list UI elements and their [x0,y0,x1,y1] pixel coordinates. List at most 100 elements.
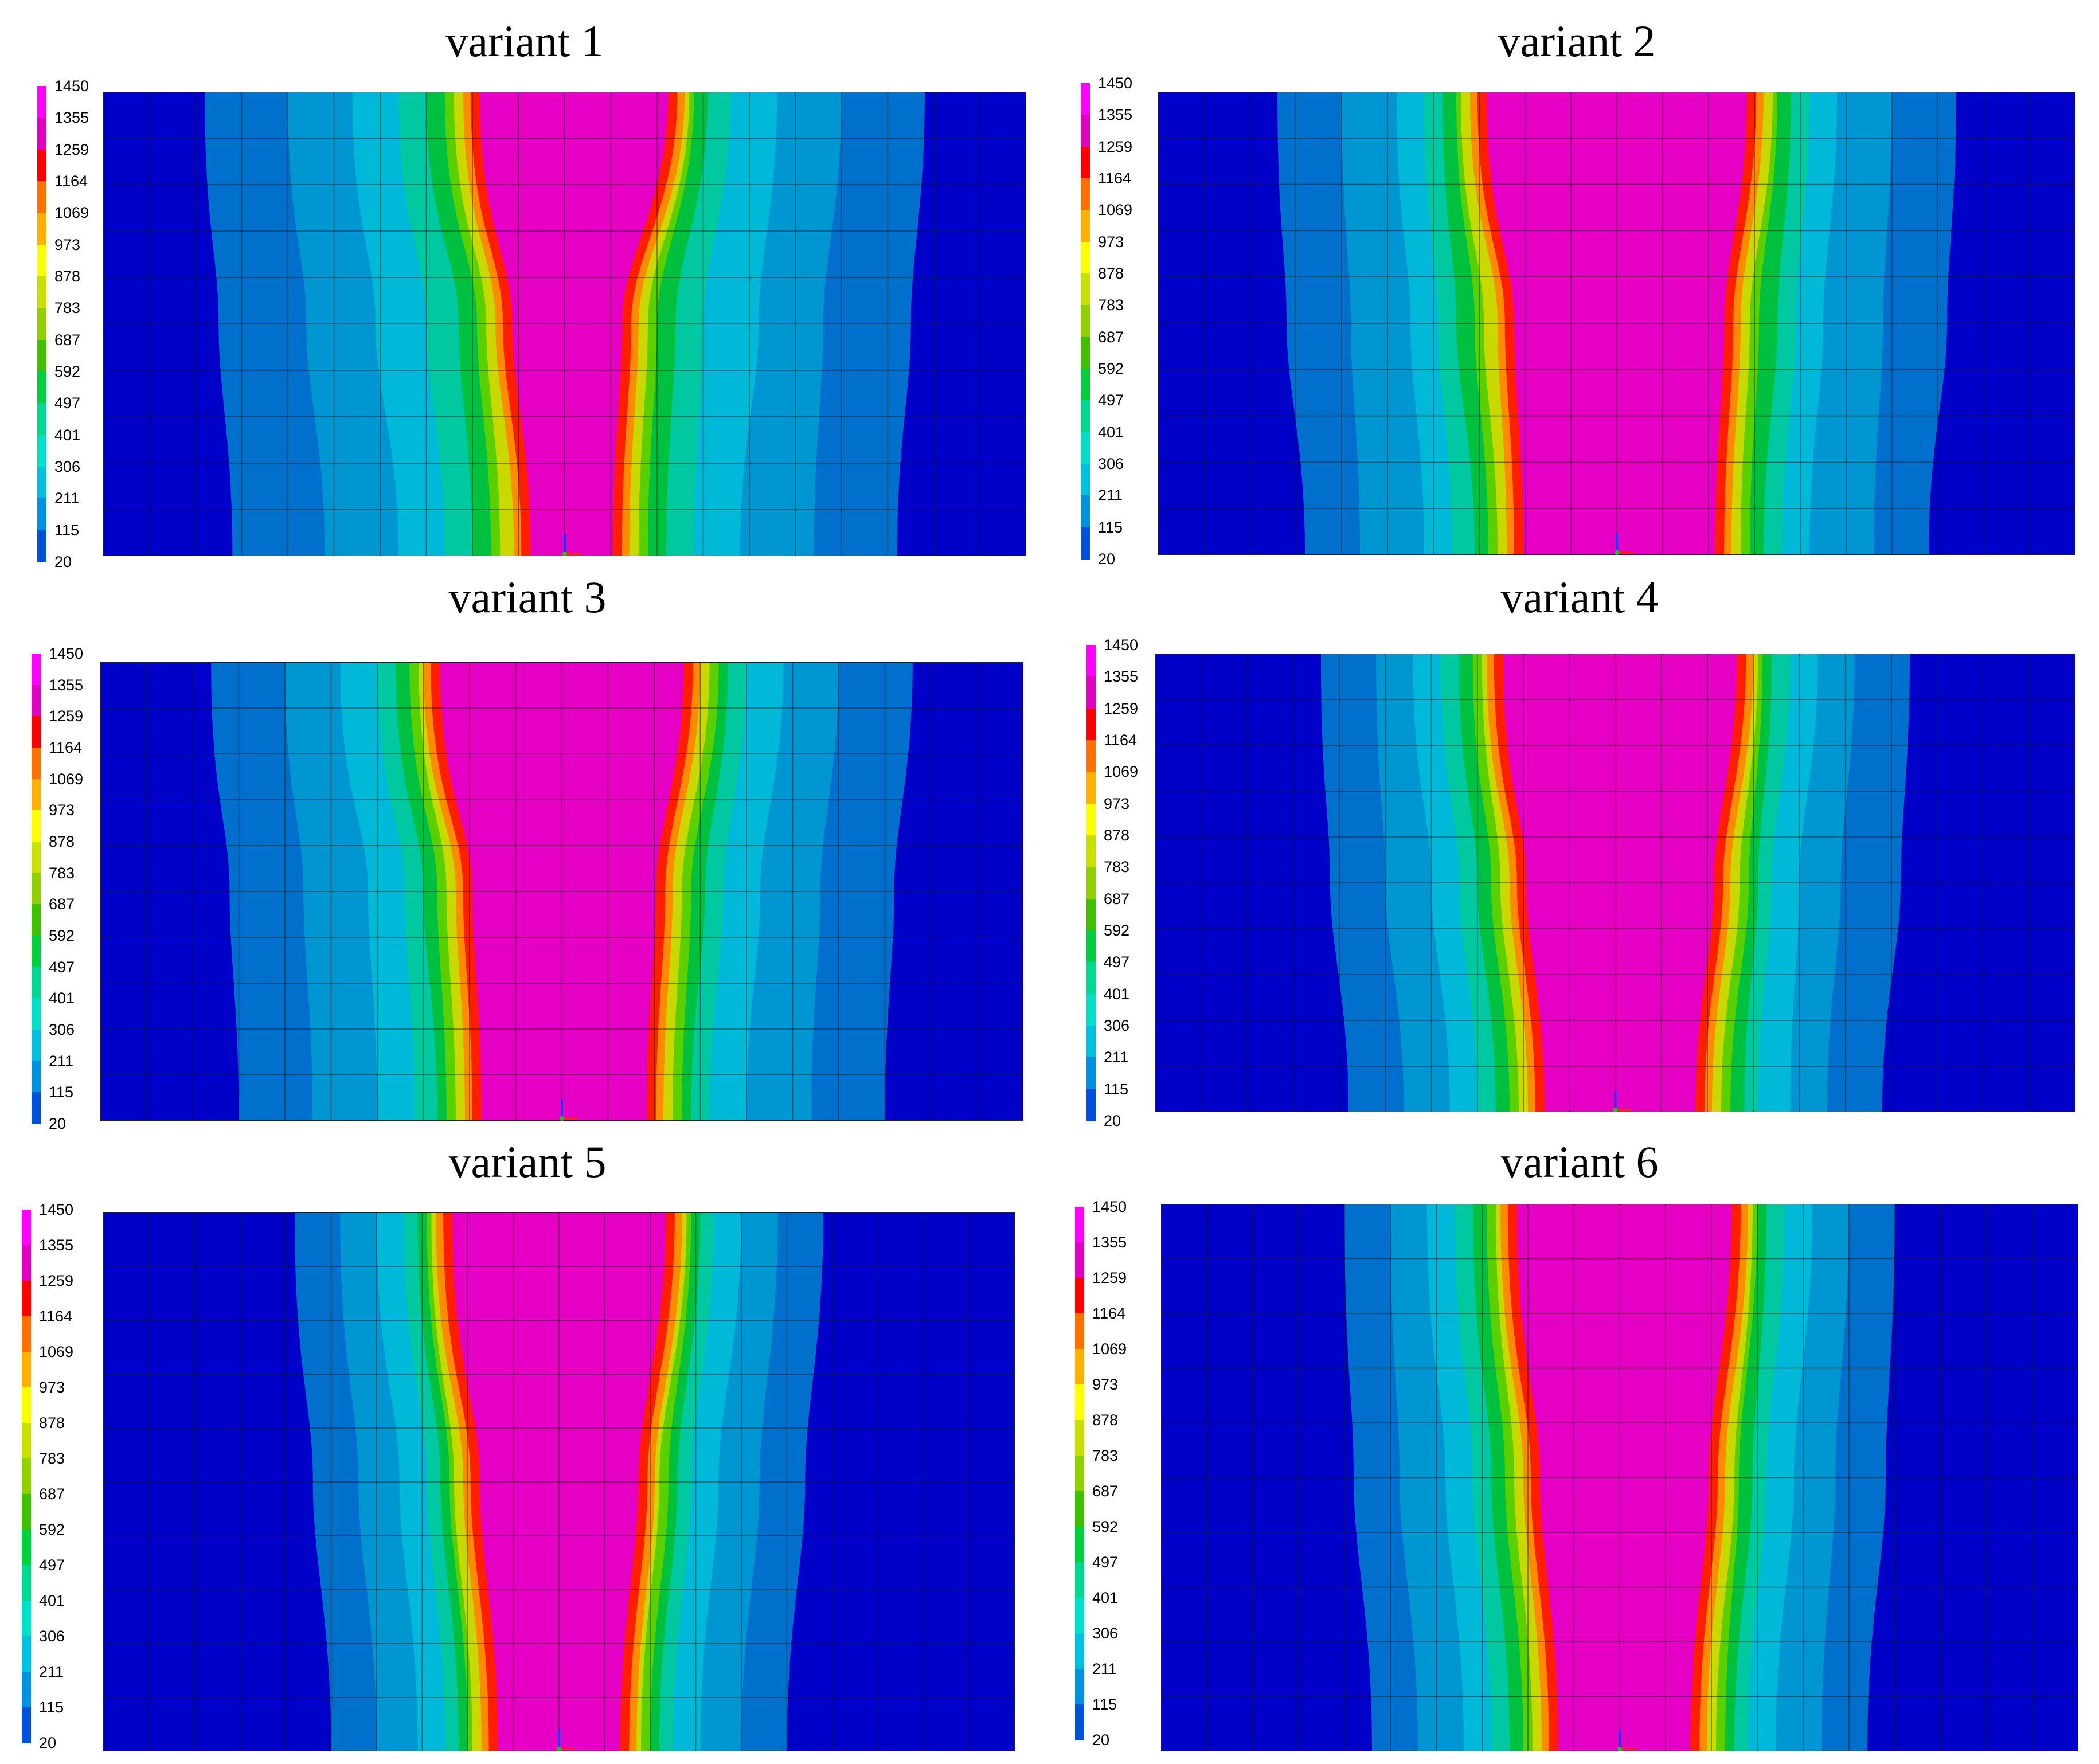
legend-swatch [22,1601,31,1637]
legend-swatch [37,403,46,436]
legend-label: 1069 [54,204,89,222]
legend-swatch [22,1458,31,1495]
legend-label: 401 [49,989,75,1007]
legend-label: 783 [1098,296,1124,314]
legend-label: 401 [1104,985,1130,1003]
axis-triad-icon [557,1730,575,1751]
legend-label: 1259 [39,1272,74,1289]
legend-swatch [22,1494,31,1530]
legend-label: 592 [1104,922,1130,939]
legend-label: 497 [1092,1554,1119,1571]
legend-label: 1450 [39,1201,74,1218]
legend-swatch [1075,1384,1084,1421]
legend-label: 20 [49,1115,67,1132]
legend-swatch [32,1030,41,1062]
legend-label: 687 [49,895,75,913]
legend-label: 115 [39,1699,64,1716]
legend-swatch [32,654,41,686]
legend-label: 115 [1104,1080,1129,1098]
legend-swatch [1086,1089,1096,1121]
legend-swatch [37,308,46,341]
legend-label: 1355 [39,1237,74,1254]
temperature-contour-plot [103,1212,1015,1751]
legend-swatch [22,1316,31,1352]
legend-label: 1259 [1092,1269,1127,1286]
legend-swatch [1086,676,1096,709]
panel-title: variant 1 [445,16,604,66]
legend-swatch [1081,273,1090,306]
legend-label: 1164 [1098,170,1132,187]
legend-label: 973 [1104,795,1130,812]
legend-label: 783 [49,864,75,882]
legend-swatch [1086,930,1096,963]
legend-label: 211 [54,490,80,507]
mesh-grid [103,92,1026,556]
legend-label: 592 [49,927,75,944]
legend-label: 20 [1092,1731,1110,1749]
legend-label: 497 [1098,392,1124,409]
axis-triad-icon [1615,533,1633,555]
legend-swatch [1081,464,1090,496]
legend-swatch [37,435,46,467]
legend-swatch [32,998,41,1030]
legend-swatch [37,276,46,309]
legend-swatch [37,498,46,531]
legend-label: 687 [1098,328,1124,346]
legend-label: 115 [54,521,80,539]
legend-swatch [1086,1057,1096,1090]
temperature-contour-plot [1155,654,2075,1112]
legend-label: 306 [1098,455,1124,472]
legend-label: 401 [1098,423,1124,441]
legend-label: 783 [39,1450,65,1467]
legend-label: 592 [1092,1518,1119,1535]
legend-swatch [22,1387,31,1423]
legend-swatch [1075,1669,1084,1705]
mesh-grid [103,1212,1015,1751]
legend-swatch [37,118,46,150]
legend-label: 973 [54,236,81,253]
temperature-contour-plot [100,662,1023,1121]
legend-label: 20 [1098,550,1116,568]
legend-swatch [1075,1527,1084,1563]
legend-swatch [1086,994,1096,1026]
legend-swatch [32,716,41,748]
legend-swatch [22,1636,31,1672]
legend-swatch [22,1672,31,1708]
legend-swatch [1075,1598,1084,1634]
legend-swatch [1075,1278,1084,1314]
legend-swatch [1081,305,1090,338]
legend-label: 1259 [49,707,84,725]
legend-swatch [1081,527,1090,560]
legend-label: 687 [39,1485,65,1503]
panel-title: variant 4 [1500,572,1659,622]
legend-label: 973 [49,801,75,819]
legend-label: 1259 [1104,699,1139,717]
legend-label: 687 [1104,890,1130,908]
legend-label: 306 [54,458,81,475]
legend-label: 1355 [1098,106,1133,124]
legend-swatch [1081,178,1090,211]
legend-swatch [37,339,46,372]
legend-swatch [22,1245,31,1281]
legend-label: 306 [1092,1625,1119,1642]
legend-swatch [37,371,46,404]
legend-swatch [22,1281,31,1317]
legend-label: 687 [1092,1483,1119,1500]
legend-label: 1450 [1092,1198,1127,1215]
legend-label: 1450 [1098,75,1133,92]
legend-label: 401 [39,1592,65,1609]
legend-swatch [32,779,41,811]
legend-label: 497 [39,1556,65,1574]
legend-swatch [32,685,41,717]
legend-swatch [1075,1349,1084,1385]
legend-label: 973 [39,1379,65,1396]
legend-swatch [1075,1242,1084,1278]
legend-swatch [32,873,41,905]
legend-label: 1259 [54,140,89,158]
legend-swatch [1086,835,1096,868]
legend-label: 1450 [1104,636,1139,654]
mesh-grid [1161,1204,2078,1751]
legend-label: 878 [54,268,81,285]
legend-label: 115 [49,1084,74,1101]
legend-label: 1355 [49,676,84,694]
